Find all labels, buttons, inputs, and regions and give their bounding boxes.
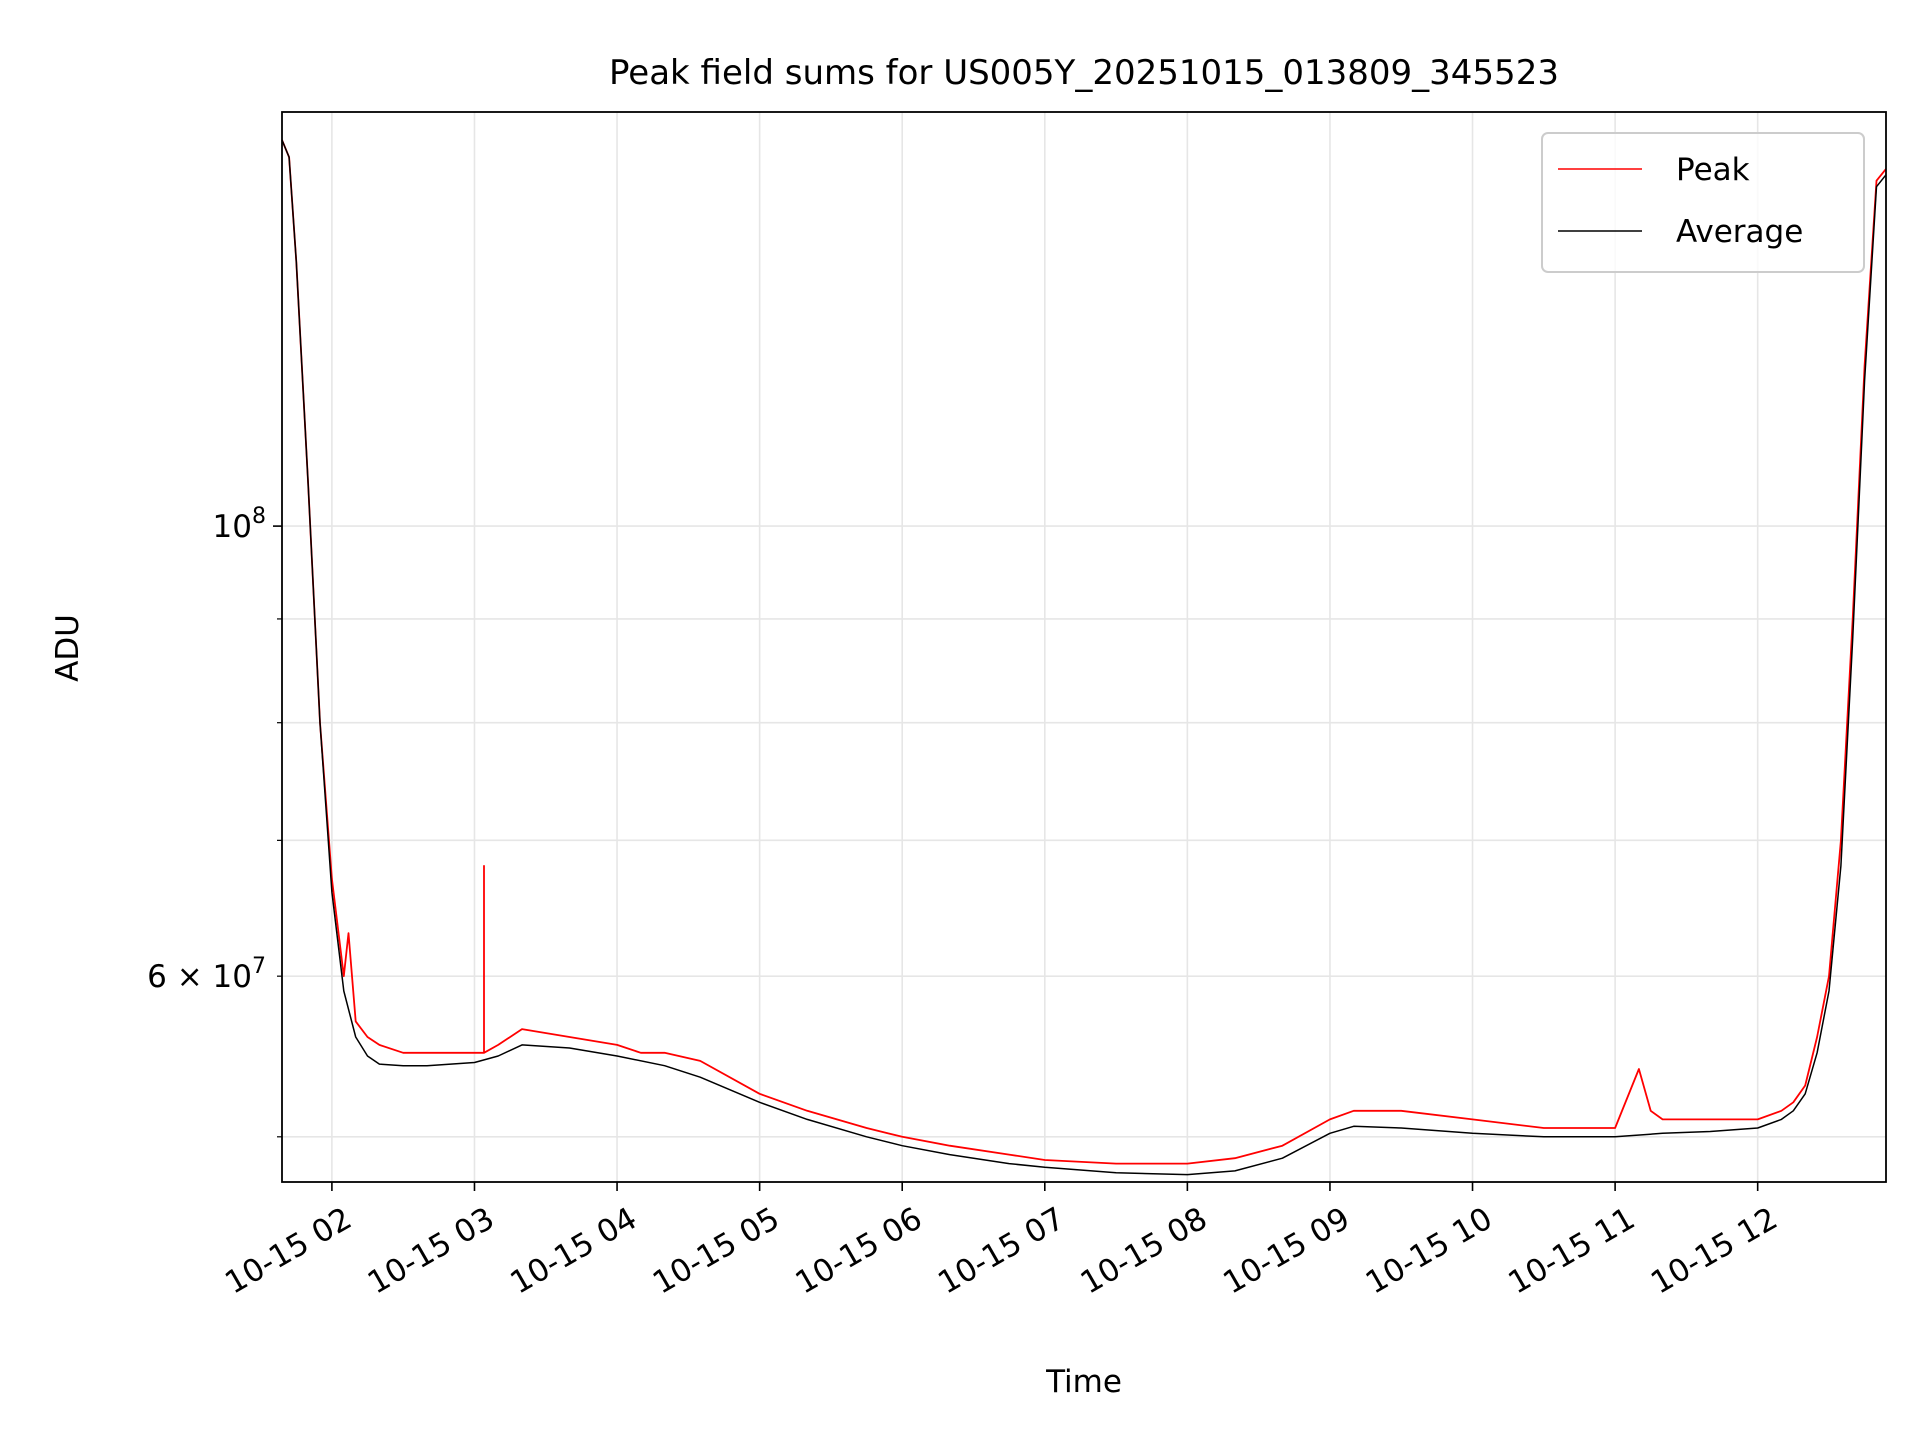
series-line-peak [281,139,1887,1165]
x-tick-label: 10-15 12 [1645,1201,1784,1302]
y-tick-label: 108 [213,504,266,545]
x-tick-label: 10-15 08 [1075,1201,1214,1302]
x-tick-label: 10-15 09 [1217,1201,1356,1302]
y-axis-label: ADU [50,614,86,682]
legend-label-average: Average [1676,214,1803,250]
y-tick-label: 6 × 107 [147,954,266,995]
legend: Peak Average [1541,132,1865,273]
legend-box [1541,132,1865,273]
series-line-average [281,139,1887,1176]
x-tick-label: 10-15 03 [362,1201,501,1302]
x-tick-label: 10-15 07 [932,1201,1071,1302]
plot-frame [281,111,1887,1183]
x-tick-label: 10-15 06 [789,1201,928,1302]
x-tick-label: 10-15 11 [1502,1201,1641,1302]
x-tick-label: 10-15 04 [504,1201,643,1302]
chart-title: Peak field sums for US005Y_20251015_0138… [609,53,1559,93]
x-tick-label: 10-15 02 [219,1201,358,1302]
x-axis-label: Time [1045,1364,1122,1400]
x-tick-label: 10-15 10 [1360,1201,1499,1302]
series-layer [281,139,1887,1176]
x-tick-label: 10-15 05 [647,1201,786,1302]
legend-label-peak: Peak [1676,152,1750,188]
